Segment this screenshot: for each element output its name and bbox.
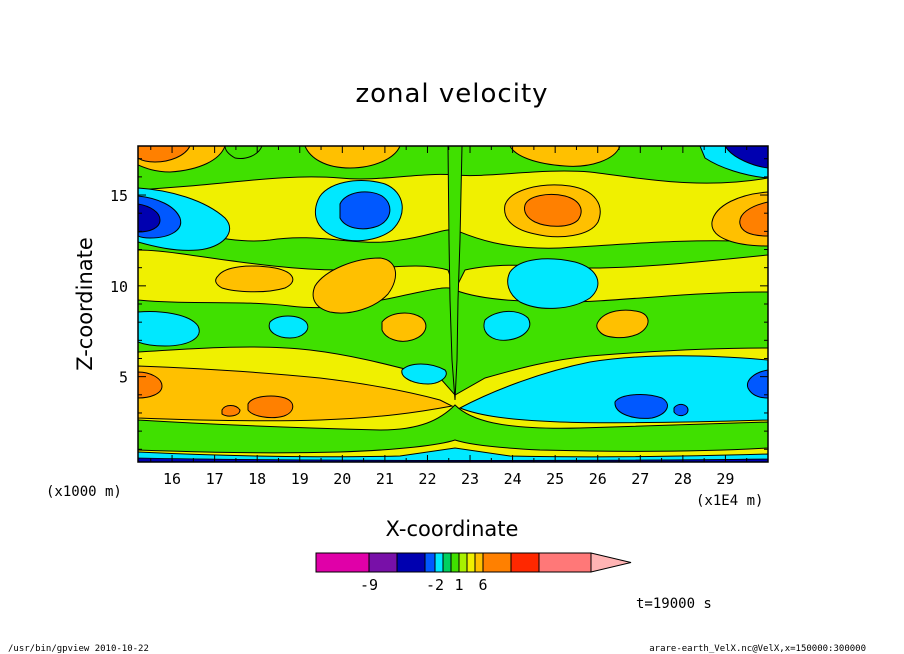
x-axis-label: X-coordinate (386, 517, 519, 541)
lobe-orange-mid-right (596, 309, 649, 339)
footer-left: /usr/bin/gpview 2010-10-22 (8, 644, 149, 654)
colorbar-swatch (368, 552, 398, 573)
colorbar-swatch (442, 552, 452, 573)
lobe-darkblue-left-upper (138, 203, 161, 233)
chart-title: zonal velocity (355, 79, 548, 109)
time-label: t=19000 s (636, 596, 712, 612)
lobe-orange-mid-center (312, 257, 396, 314)
y-tick-label: 15 (110, 187, 128, 205)
colorbar-label: 1 (454, 576, 463, 594)
colorbar-labels: -9 -2 1 6 (360, 576, 488, 594)
contour-field (138, 146, 768, 462)
x-tick-label: 18 (248, 470, 266, 488)
y-axis: 5 10 15 (110, 158, 768, 450)
x-tick-label: 26 (589, 470, 607, 488)
x-tick-label: 29 (716, 470, 734, 488)
x-tick-label: 24 (504, 470, 522, 488)
colorbar-label: -2 (426, 576, 444, 594)
x-tick-label: 20 (333, 470, 351, 488)
band-cyan-bottom (138, 447, 768, 462)
x-tick-label: 22 (418, 470, 436, 488)
x-tick-label: 23 (461, 470, 479, 488)
colorbar-swatch (482, 552, 512, 573)
lobe-cyan-center-small (401, 363, 447, 385)
y-tick-label: 10 (110, 278, 128, 296)
colorbar-swatch (424, 552, 436, 573)
lobe-blue-low-right (614, 394, 668, 419)
y-tick-label: 5 (119, 369, 128, 387)
lobe-cyan-mid-left (138, 311, 200, 347)
lobe-cyan-low-right (458, 355, 768, 424)
colorbar-label: 6 (478, 576, 487, 594)
lobe-orange-top-right (509, 146, 621, 167)
x-tick-label: 16 (163, 470, 181, 488)
lobe-red-low-left-3 (221, 405, 241, 417)
band-green-lower (138, 404, 768, 454)
lobe-cyan-mid-right (507, 258, 599, 309)
x-tick-label: 17 (206, 470, 224, 488)
y-axis-label: Z-coordinate (73, 237, 97, 371)
colorbar-swatch (396, 552, 426, 573)
x-tick-label: 28 (674, 470, 692, 488)
colorbar-label: -9 (360, 576, 378, 594)
colorbar-swatch (474, 552, 484, 573)
lobe-red-upper-right (524, 193, 582, 227)
colorbar-arrow (590, 552, 632, 573)
x-tick-label: 27 (631, 470, 649, 488)
x-tick-label: 25 (546, 470, 564, 488)
colorbar-swatch (434, 552, 444, 573)
x-axis: 16 17 18 19 20 21 22 23 24 25 26 27 28 29 (150, 146, 748, 488)
lobe-red-right-edge (739, 201, 768, 237)
x-tick-label: 19 (291, 470, 309, 488)
lobe-orange-mid-left (215, 265, 294, 293)
colorbar (315, 552, 632, 573)
colorbar-swatch (510, 552, 540, 573)
lobe-orange-low-left (138, 365, 454, 422)
lobe-red-low-left (138, 371, 163, 399)
lobe-blue-upper-center (339, 191, 391, 230)
colorbar-swatch (450, 552, 460, 573)
lobe-cyan-mid-right-2 (483, 311, 531, 341)
lobe-blue-low-right-small (673, 403, 689, 417)
lobe-orange-top-mid (304, 146, 401, 169)
lobe-red-low-left-2 (247, 395, 294, 419)
colorbar-swatch (315, 552, 370, 573)
colorbar-swatch (458, 552, 468, 573)
footer-right: arare-earth_VelX.nc@VelX,x=150000:300000 (649, 644, 866, 654)
x-unit-label: (x1E4 m) (696, 493, 763, 509)
lobe-green-top-notch (224, 146, 263, 159)
lobe-orange-center-low (381, 312, 427, 342)
x-tick-label: 21 (376, 470, 394, 488)
colorbar-swatch (466, 552, 476, 573)
center-seam (447, 146, 463, 401)
y-unit-label: (x1000 m) (46, 484, 122, 500)
lobe-cyan-mid-center-left (268, 315, 309, 339)
colorbar-swatch (538, 552, 592, 573)
